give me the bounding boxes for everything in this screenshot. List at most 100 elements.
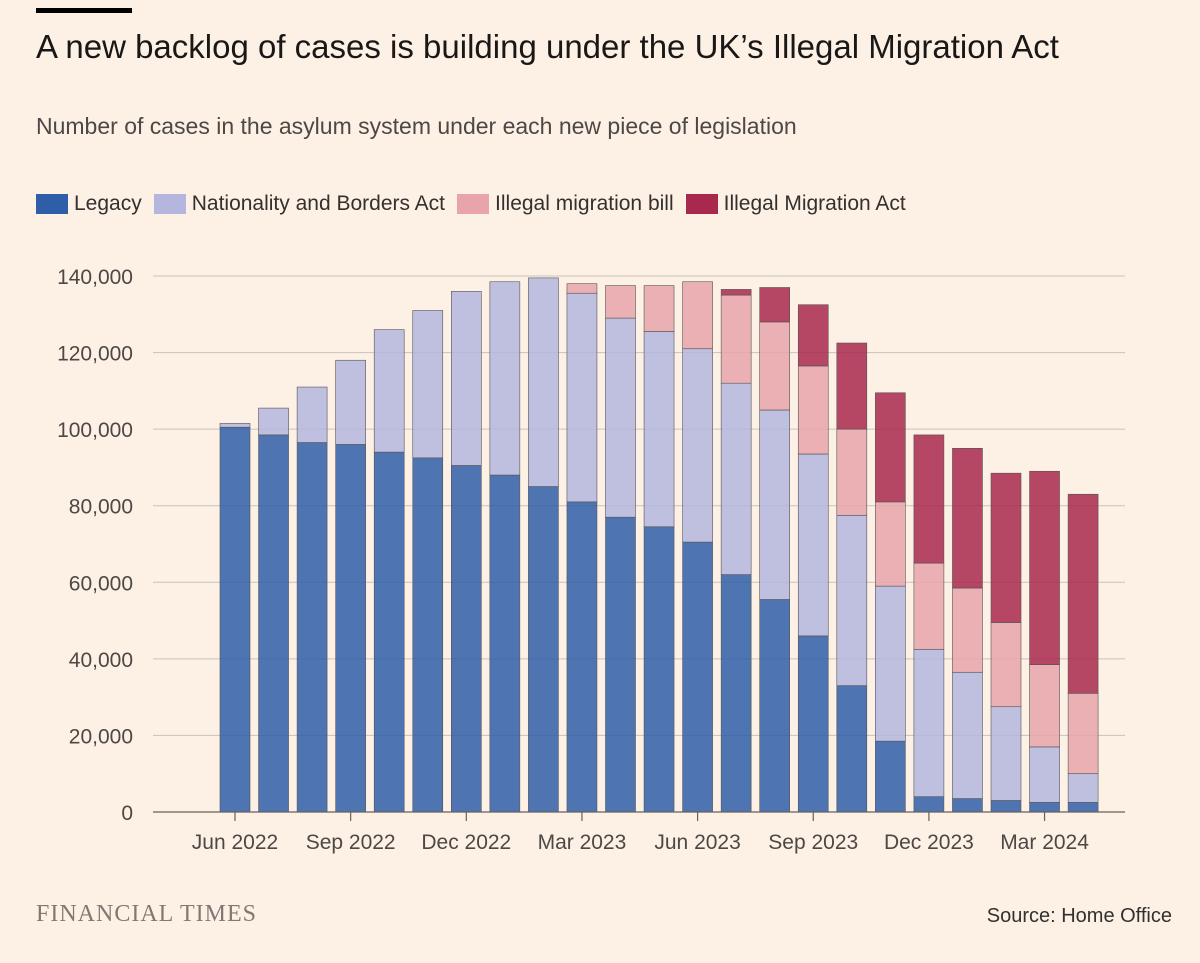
bar-segment-legacy	[913, 796, 945, 813]
bar-segment-nationality-borders-act	[836, 514, 868, 686]
x-tick-label: Sep 2022	[306, 831, 396, 854]
y-tick-label: 120,000	[57, 343, 133, 366]
bar-segment-nationality-borders-act	[219, 423, 251, 428]
bar-segment-legacy	[720, 574, 752, 813]
bar-segment-legacy	[373, 451, 405, 813]
bar-segment-nationality-borders-act	[335, 359, 366, 445]
bar-segment-illegal-migration-act	[720, 289, 752, 296]
legend-swatch-legacy	[36, 194, 68, 214]
x-tick-label: Jun 2023	[654, 831, 740, 854]
bar-segment-legacy	[682, 541, 713, 813]
chart-legend: Legacy Nationality and Borders Act Illeg…	[36, 192, 918, 216]
y-tick-label: 100,000	[57, 419, 133, 442]
bar-segment-legacy	[412, 457, 444, 813]
bar-segment-nationality-borders-act	[373, 329, 405, 453]
bar-segment-nationality-borders-act	[528, 277, 559, 487]
y-tick-label: 80,000	[69, 496, 133, 519]
bar-segment-nationality-borders-act	[450, 291, 482, 466]
bar-segment-illegal-migration-act	[952, 447, 983, 589]
bar-segment-illegal-migration-act	[990, 472, 1022, 623]
bar-segment-illegal-migration-bill	[990, 622, 1022, 708]
bar-segment-illegal-migration-act	[836, 342, 868, 430]
bar-segment-nationality-borders-act	[643, 331, 675, 528]
legend-item-nationality-borders-act: Nationality and Borders Act	[153, 192, 446, 216]
bar-segment-nationality-borders-act	[1029, 746, 1060, 803]
bar-segment-legacy	[759, 599, 791, 813]
y-tick-label: 40,000	[69, 649, 133, 672]
bar-segment-legacy	[450, 465, 482, 813]
bar-segment-illegal-migration-bill	[797, 365, 829, 455]
bar-segment-illegal-migration-bill	[1067, 693, 1099, 775]
bar-segment-legacy	[1067, 802, 1099, 813]
x-tick-label: Mar 2024	[1000, 831, 1089, 854]
bar-segment-nationality-borders-act	[682, 348, 713, 543]
x-tick-label: Sep 2023	[768, 831, 858, 854]
bar-segment-illegal-migration-bill	[1029, 664, 1060, 748]
legend-item-legacy: Legacy	[36, 192, 142, 216]
bar-segment-illegal-migration-bill	[605, 285, 636, 319]
bar-segment-illegal-migration-act	[913, 434, 945, 564]
bar-segment-illegal-migration-bill	[913, 562, 945, 650]
bar-segment-illegal-migration-bill	[836, 428, 868, 516]
x-tick-label: Dec 2023	[884, 831, 974, 854]
legend-label-illegal-migration-bill: Illegal migration bill	[495, 192, 674, 215]
chart-subtitle: Number of cases in the asylum system und…	[36, 113, 797, 139]
bar-segment-nationality-borders-act	[296, 386, 328, 443]
bar-segment-legacy	[797, 635, 829, 813]
bar-segment-illegal-migration-bill	[643, 285, 675, 332]
bar-segment-illegal-migration-act	[1067, 493, 1099, 694]
ft-logo: FINANCIAL TIMES	[36, 901, 258, 927]
bar-segment-legacy	[875, 740, 906, 813]
y-tick-label: 0	[121, 802, 133, 825]
bar-segment-nationality-borders-act	[990, 706, 1022, 801]
legend-label-legacy: Legacy	[74, 192, 142, 215]
bar-segment-nationality-borders-act	[720, 382, 752, 575]
x-tick-label: Dec 2022	[421, 831, 511, 854]
bar-segment-legacy	[990, 800, 1022, 813]
x-tick-label: Jun 2022	[192, 831, 278, 854]
legend-label-illegal-migration-act: Illegal Migration Act	[723, 192, 906, 215]
bar-segment-illegal-migration-act	[875, 392, 906, 503]
bar-segment-nationality-borders-act	[605, 317, 636, 518]
legend-item-illegal-migration-bill: Illegal migration bill	[457, 192, 674, 216]
bar-segment-legacy	[528, 486, 559, 813]
legend-swatch-illegal-migration-bill	[457, 194, 490, 214]
bar-segment-legacy	[566, 501, 598, 813]
legend-swatch-nationality-borders-act	[153, 194, 186, 214]
brand-top-rule	[36, 8, 132, 13]
bar-segment-illegal-migration-bill	[875, 501, 906, 587]
bar-segment-legacy	[219, 426, 251, 813]
bar-segment-illegal-migration-bill	[720, 294, 752, 384]
bar-segment-illegal-migration-bill	[566, 283, 598, 294]
bar-segment-illegal-migration-act	[1029, 470, 1060, 665]
bar-segment-illegal-migration-bill	[682, 281, 713, 350]
bar-segment-legacy	[952, 798, 983, 813]
bar-segment-nationality-borders-act	[759, 409, 791, 600]
bar-segment-legacy	[605, 516, 636, 813]
bar-segment-legacy	[1029, 802, 1060, 813]
legend-swatch-illegal-migration-act	[685, 194, 718, 214]
bar-segment-illegal-migration-bill	[952, 587, 983, 673]
bar-segment-nationality-borders-act	[489, 281, 521, 476]
bar-segment-nationality-borders-act	[566, 292, 598, 503]
bar-segment-legacy	[836, 685, 868, 813]
bar-segment-nationality-borders-act	[913, 648, 945, 797]
legend-item-illegal-migration-act: Illegal Migration Act	[685, 192, 906, 216]
chart-title: A new backlog of cases is building under…	[36, 28, 1059, 65]
y-tick-label: 140,000	[57, 266, 133, 289]
legend-label-nationality-borders-act: Nationality and Borders Act	[191, 192, 446, 215]
y-tick-label: 60,000	[69, 572, 133, 595]
bar-segment-nationality-borders-act	[258, 407, 289, 436]
bar-segment-illegal-migration-act	[759, 287, 791, 323]
bar-segment-nationality-borders-act	[797, 453, 829, 637]
bar-segment-legacy	[258, 434, 289, 813]
bar-segment-nationality-borders-act	[952, 671, 983, 799]
bar-segment-legacy	[643, 526, 675, 813]
bar-segment-legacy	[296, 442, 328, 813]
bar-segment-illegal-migration-act	[797, 304, 829, 367]
source-note: Source: Home Office	[986, 905, 1172, 927]
x-tick-label: Mar 2023	[538, 831, 627, 854]
bar-segment-nationality-borders-act	[875, 585, 906, 742]
bar-segment-illegal-migration-bill	[759, 321, 791, 411]
